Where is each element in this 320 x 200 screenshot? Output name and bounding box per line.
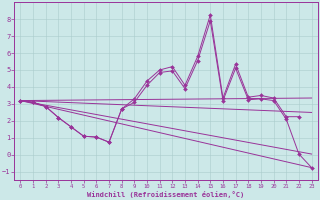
X-axis label: Windchill (Refroidissement éolien,°C): Windchill (Refroidissement éolien,°C) <box>87 191 244 198</box>
